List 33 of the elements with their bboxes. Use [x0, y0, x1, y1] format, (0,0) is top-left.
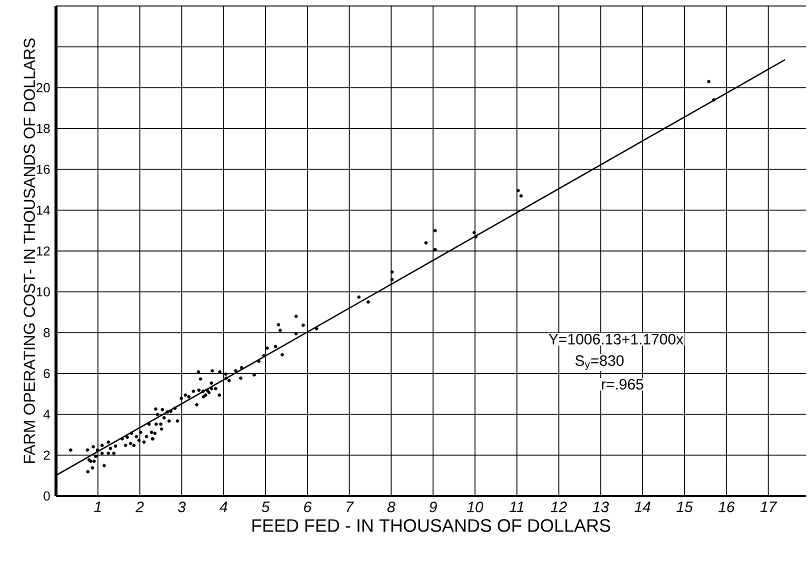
x-tick-label: 2: [136, 502, 144, 512]
annotation: S$_{y}$=830: [575, 355, 624, 370]
x-tick-label: 3: [178, 502, 186, 512]
y-tick-label: 12: [36, 246, 50, 256]
x-tick-label: 9: [429, 502, 437, 512]
x-axis-title: FEED FED - IN THOUSANDS OF DOLLARS: [252, 519, 610, 532]
x-tick-label: 17: [760, 502, 778, 512]
x-tick-label: 15: [676, 502, 693, 512]
x-tick-label: 7: [346, 502, 354, 512]
y-tick-label: 0: [44, 491, 50, 501]
x-tick-label: 10: [467, 502, 484, 512]
x-tick-label: 6: [304, 502, 312, 512]
x-tick-label: 5: [262, 502, 270, 512]
annotation: r=.965: [602, 378, 644, 390]
y-tick-label: 2: [44, 450, 50, 460]
x-tick-label: 12: [550, 502, 567, 512]
y-tick-label: 14: [36, 206, 50, 215]
x-tick-label: 4: [220, 502, 228, 512]
y-tick-label: 8: [44, 328, 50, 338]
x-tick-label: 16: [718, 502, 735, 512]
x-tick-label: 1: [94, 502, 101, 512]
y-tick-label: 16: [36, 164, 50, 174]
y-tick-label: 20: [36, 83, 50, 92]
annotation: Y=1006.13+1.1700x: [548, 334, 684, 344]
y-tick-label: 4: [43, 410, 50, 419]
x-tick-label: 11: [510, 502, 524, 512]
x-tick-label: 14: [634, 502, 650, 512]
y-tick-label: 6: [44, 368, 50, 378]
y-tick-label: 10: [36, 287, 50, 296]
y-axis-title: FARM OPERATING COST- IN THOUSANDS OF DOLLARS: [24, 38, 36, 463]
x-tick-label: 13: [592, 502, 609, 512]
x-tick-label: 8: [387, 502, 396, 512]
y-tick-label: 18: [36, 124, 50, 134]
